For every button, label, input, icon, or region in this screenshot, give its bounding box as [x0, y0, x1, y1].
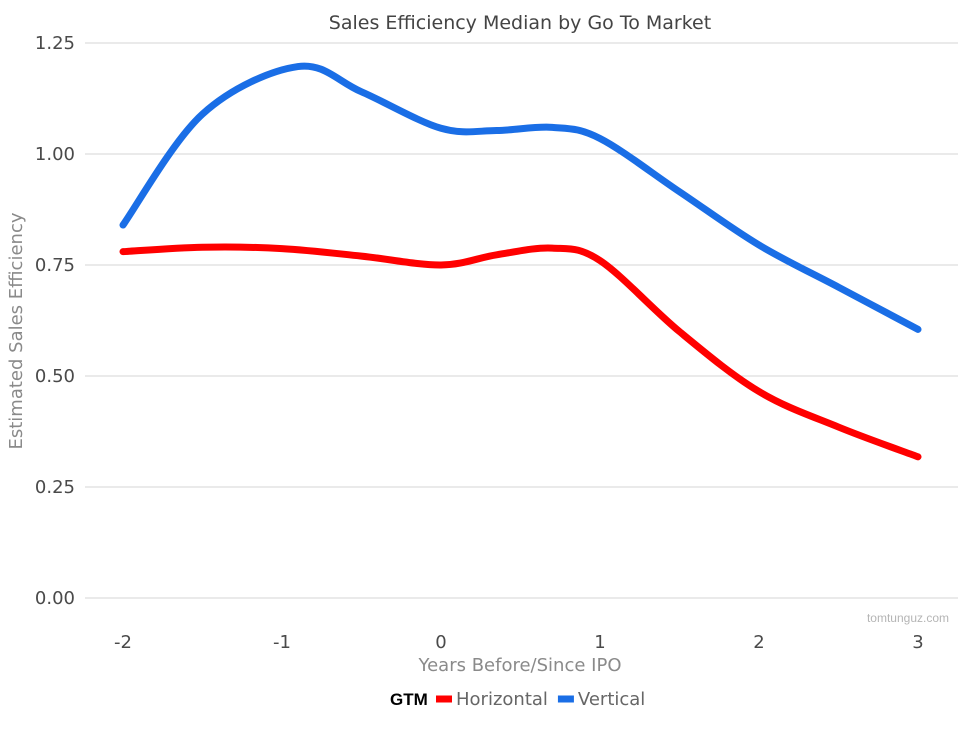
- gridlines: [85, 42, 958, 599]
- x-axis-label: Years Before/Since IPO: [418, 655, 622, 676]
- series-line-horizontal: [119, 243, 922, 461]
- series-line-vertical: [119, 62, 922, 333]
- x-tick-label: 1: [594, 632, 605, 653]
- legend-label-horizontal: Horizontal: [456, 689, 548, 710]
- x-axis-ticks: -2 -1 0 1 2 3: [114, 632, 924, 653]
- y-tick-label: 0.25: [35, 477, 75, 498]
- x-tick-label: -2: [114, 632, 132, 653]
- x-tick-label: 0: [435, 632, 446, 653]
- chart-title: Sales Efficiency Median by Go To Market: [329, 12, 711, 34]
- y-tick-label: 0.00: [35, 588, 75, 609]
- legend-label-vertical: Vertical: [578, 689, 645, 710]
- y-tick-label: 0.50: [35, 366, 75, 387]
- x-tick-label: 3: [912, 632, 923, 653]
- y-tick-label: 1.25: [35, 33, 75, 54]
- y-axis-ticks: 0.00 0.25 0.50 0.75 1.00 1.25: [35, 33, 75, 609]
- y-axis-label: Estimated Sales Efficiency: [6, 212, 27, 449]
- series-lines: [119, 62, 922, 461]
- y-tick-label: 0.75: [35, 255, 75, 276]
- watermark: tomtunguz.com: [867, 611, 949, 625]
- x-tick-label: -1: [273, 632, 291, 653]
- y-tick-label: 1.00: [35, 144, 75, 165]
- x-tick-label: 2: [753, 632, 764, 653]
- legend-title: GTM: [390, 690, 428, 709]
- legend: GTM Horizontal Vertical: [390, 689, 645, 710]
